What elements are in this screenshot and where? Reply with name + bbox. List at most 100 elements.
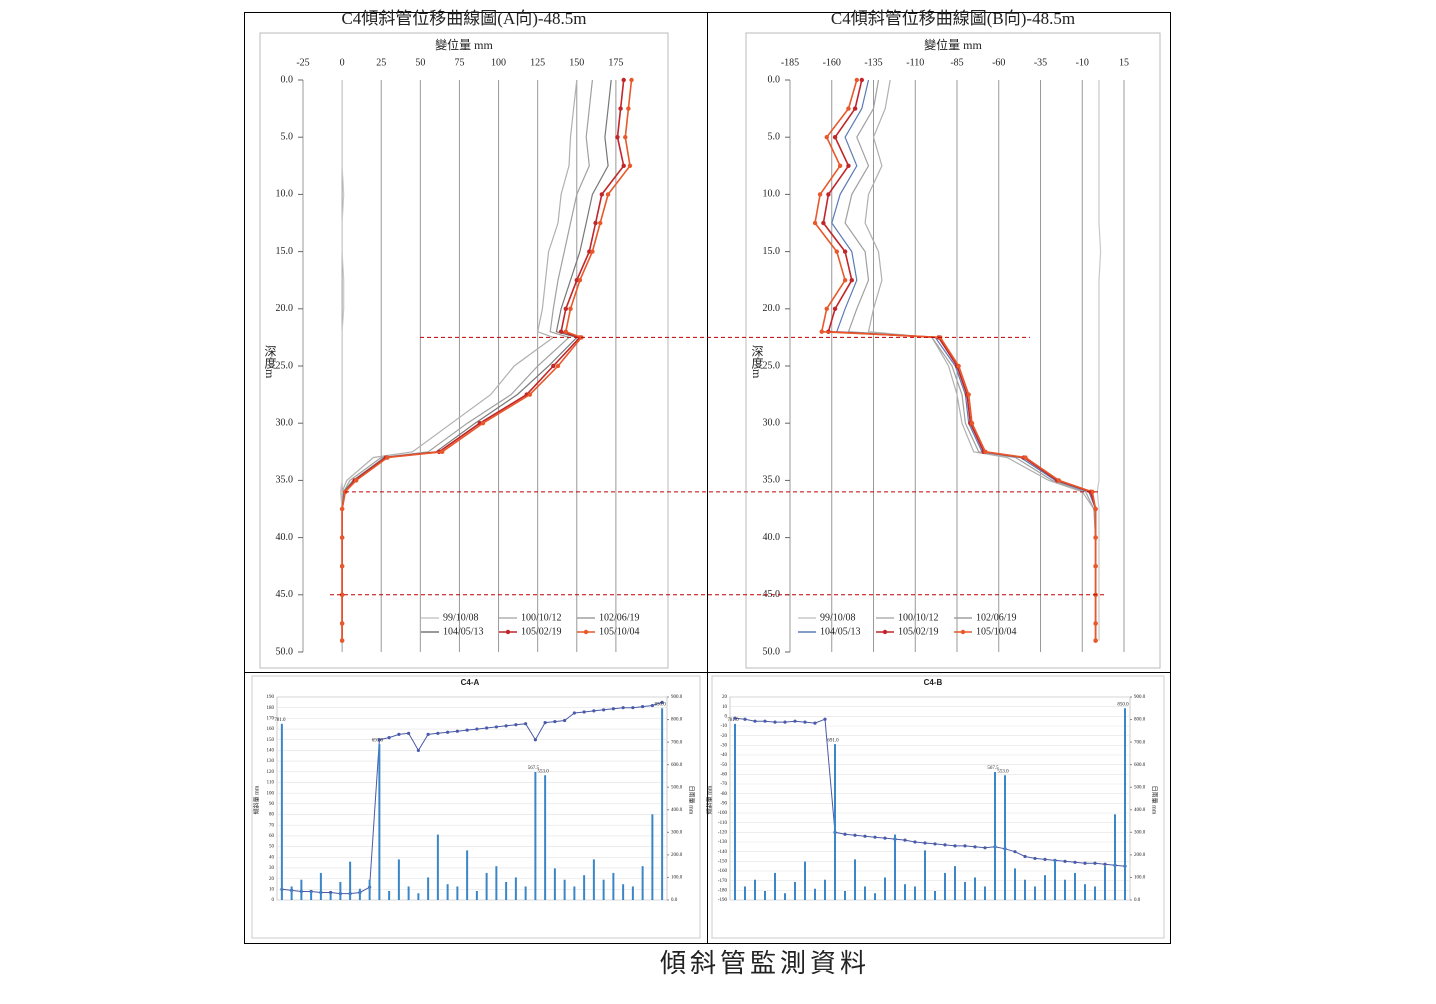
point bbox=[1056, 478, 1062, 483]
point bbox=[377, 738, 381, 742]
bar bbox=[329, 893, 332, 900]
y2-tick-label: 500.0 bbox=[1134, 785, 1146, 790]
y-tick-label: 70 bbox=[269, 823, 275, 828]
bar bbox=[358, 888, 361, 900]
point bbox=[943, 843, 947, 847]
legend-label: 105/10/04 bbox=[976, 626, 1017, 637]
y-tick-label: 0.0 bbox=[281, 74, 294, 85]
point bbox=[605, 192, 611, 197]
data-label: 781.0 bbox=[274, 718, 286, 723]
legend-label: 105/02/19 bbox=[521, 626, 562, 637]
bar bbox=[774, 872, 776, 900]
point bbox=[543, 721, 547, 725]
point bbox=[842, 278, 848, 283]
point bbox=[627, 163, 633, 168]
point bbox=[763, 719, 767, 723]
bar bbox=[1094, 886, 1096, 900]
y-tick-label: -20 bbox=[720, 734, 727, 739]
point bbox=[846, 163, 851, 168]
bar bbox=[407, 886, 410, 900]
bar bbox=[984, 886, 986, 900]
legend-label: 100/10/12 bbox=[521, 612, 562, 623]
point bbox=[1023, 854, 1027, 859]
point bbox=[397, 732, 401, 736]
bar bbox=[954, 866, 956, 900]
bar bbox=[804, 861, 806, 900]
point bbox=[407, 731, 411, 735]
bar bbox=[661, 708, 664, 900]
point bbox=[813, 721, 817, 725]
bar bbox=[631, 886, 634, 900]
point bbox=[339, 638, 345, 643]
point bbox=[983, 846, 987, 850]
bar bbox=[573, 886, 576, 900]
bar bbox=[744, 886, 746, 900]
x-tick-label: -160 bbox=[823, 57, 841, 68]
x-tick-label: -10 bbox=[1076, 57, 1089, 68]
point bbox=[514, 723, 518, 727]
plot-area bbox=[276, 696, 668, 901]
point bbox=[572, 711, 576, 715]
point bbox=[574, 278, 579, 283]
point bbox=[1093, 638, 1098, 643]
y-tick-label: 90 bbox=[269, 802, 275, 807]
point bbox=[582, 710, 586, 714]
y-tick-label: -140 bbox=[718, 850, 728, 855]
y2-tick-label: 900.0 bbox=[671, 695, 683, 700]
point bbox=[1013, 850, 1017, 854]
point bbox=[973, 845, 977, 849]
series-line bbox=[814, 79, 1097, 641]
plot-area bbox=[729, 696, 1131, 901]
bar bbox=[1114, 814, 1116, 900]
y-tick-label: 20.0 bbox=[763, 303, 781, 314]
y2-tick-label: 100.0 bbox=[671, 876, 683, 881]
data-label: 691.0 bbox=[827, 738, 839, 743]
y-tick-label: 15.0 bbox=[763, 246, 781, 257]
point bbox=[353, 478, 359, 483]
chart-border bbox=[745, 32, 1161, 669]
y2-tick-label: 300.0 bbox=[1134, 830, 1146, 835]
point bbox=[551, 363, 556, 369]
y2-tick-label: 500.0 bbox=[671, 785, 683, 790]
bar bbox=[764, 890, 766, 900]
y-tick-label: -180 bbox=[718, 888, 728, 893]
bar bbox=[994, 771, 996, 900]
y-tick-label: 0 bbox=[272, 898, 275, 903]
bar bbox=[1084, 884, 1086, 900]
point bbox=[623, 135, 628, 140]
data-label: 691.0 bbox=[372, 738, 384, 743]
point bbox=[963, 844, 967, 848]
legend-marker bbox=[505, 629, 511, 635]
point bbox=[440, 449, 445, 454]
x-tick-label: 15 bbox=[1119, 57, 1129, 68]
point bbox=[527, 392, 533, 397]
y-tick-label: -130 bbox=[718, 840, 728, 845]
y2-tick-label: 700.0 bbox=[671, 740, 683, 745]
bar bbox=[874, 893, 876, 900]
bar bbox=[456, 886, 459, 900]
bar bbox=[964, 881, 966, 900]
point bbox=[823, 717, 827, 721]
y2-tick-label: 600.0 bbox=[671, 763, 683, 768]
point bbox=[593, 220, 598, 226]
point bbox=[650, 703, 654, 708]
chart-title: C4-B bbox=[924, 678, 943, 687]
y-tick-label: 160 bbox=[267, 727, 275, 732]
x-tick-label: 125 bbox=[530, 57, 545, 68]
y2-tick-label: 100.0 bbox=[1134, 876, 1146, 881]
y-tick-label: -30 bbox=[720, 743, 727, 748]
point bbox=[852, 106, 858, 111]
bar bbox=[378, 744, 381, 900]
point bbox=[832, 306, 838, 311]
data-label: 567.5 bbox=[528, 766, 540, 771]
bar bbox=[505, 881, 508, 900]
point bbox=[660, 700, 664, 704]
y-tick-label: -160 bbox=[718, 869, 728, 874]
chart-border bbox=[711, 675, 1165, 939]
bar bbox=[368, 879, 371, 900]
point bbox=[455, 729, 459, 733]
y-tick-label: 25.0 bbox=[276, 360, 294, 371]
series-line bbox=[864, 79, 1097, 641]
data-label: 850.0 bbox=[655, 702, 667, 707]
bar bbox=[641, 866, 644, 900]
